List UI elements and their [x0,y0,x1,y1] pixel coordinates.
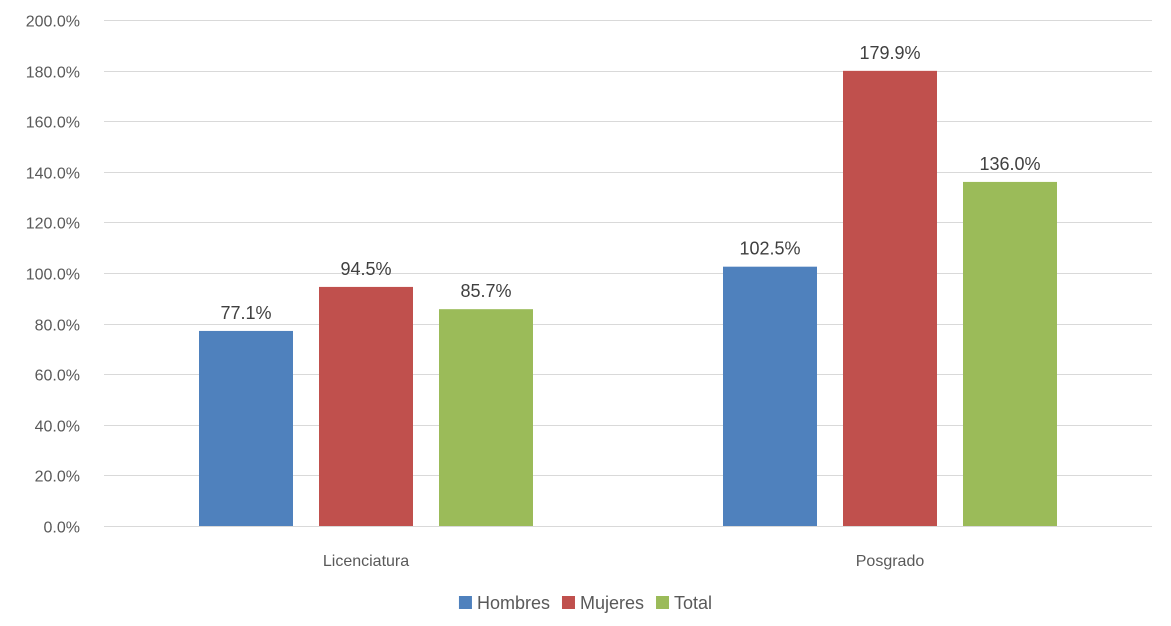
data-label: 179.9% [859,43,920,63]
data-label: 136.0% [979,154,1040,174]
data-labels: 77.1% 94.5% 85.7% 102.5% 179.9% 136.0% [220,43,1040,323]
y-tick-label: 140.0% [26,166,80,183]
category-label: Licenciatura [323,553,409,570]
data-label: 77.1% [220,303,271,323]
y-tick-label: 0.0% [44,520,80,537]
legend-label-mujeres: Mujeres [580,593,644,613]
bar-hombres-posgrado [723,266,817,526]
y-tick-label: 200.0% [26,14,80,31]
data-label: 85.7% [460,281,511,301]
legend-swatch-total [656,596,670,609]
category-label: Posgrado [856,553,925,570]
y-tick-label: 60.0% [35,368,80,385]
legend: Hombres Mujeres Total [458,593,712,613]
data-label: 94.5% [340,259,391,279]
y-tick-label: 80.0% [35,318,80,335]
bar-hombres-licenciatura [199,330,293,526]
y-tick-label: 160.0% [26,115,80,132]
data-label: 102.5% [739,239,800,259]
y-tick-label: 20.0% [35,469,80,486]
y-tick-label: 180.0% [26,65,80,82]
legend-label-hombres: Hombres [477,593,550,613]
legend-swatch-hombres [458,596,472,609]
y-axis-tick-labels: 0.0% 20.0% 40.0% 60.0% 80.0% 100.0% 120.0% 140.… [26,14,80,537]
x-axis-category-labels: Licenciatura Posgrado [323,553,924,570]
bar-total-posgrado [963,181,1057,527]
bar-total-licenciatura [439,309,533,526]
legend-label-total: Total [674,593,712,613]
bar-mujeres-licenciatura [319,286,413,526]
y-tick-label: 100.0% [26,267,80,284]
legend-swatch-mujeres [561,596,575,609]
bar-mujeres-posgrado [843,70,937,526]
y-tick-label: 120.0% [26,216,80,233]
bars [199,70,1057,527]
y-tick-label: 40.0% [35,419,80,436]
